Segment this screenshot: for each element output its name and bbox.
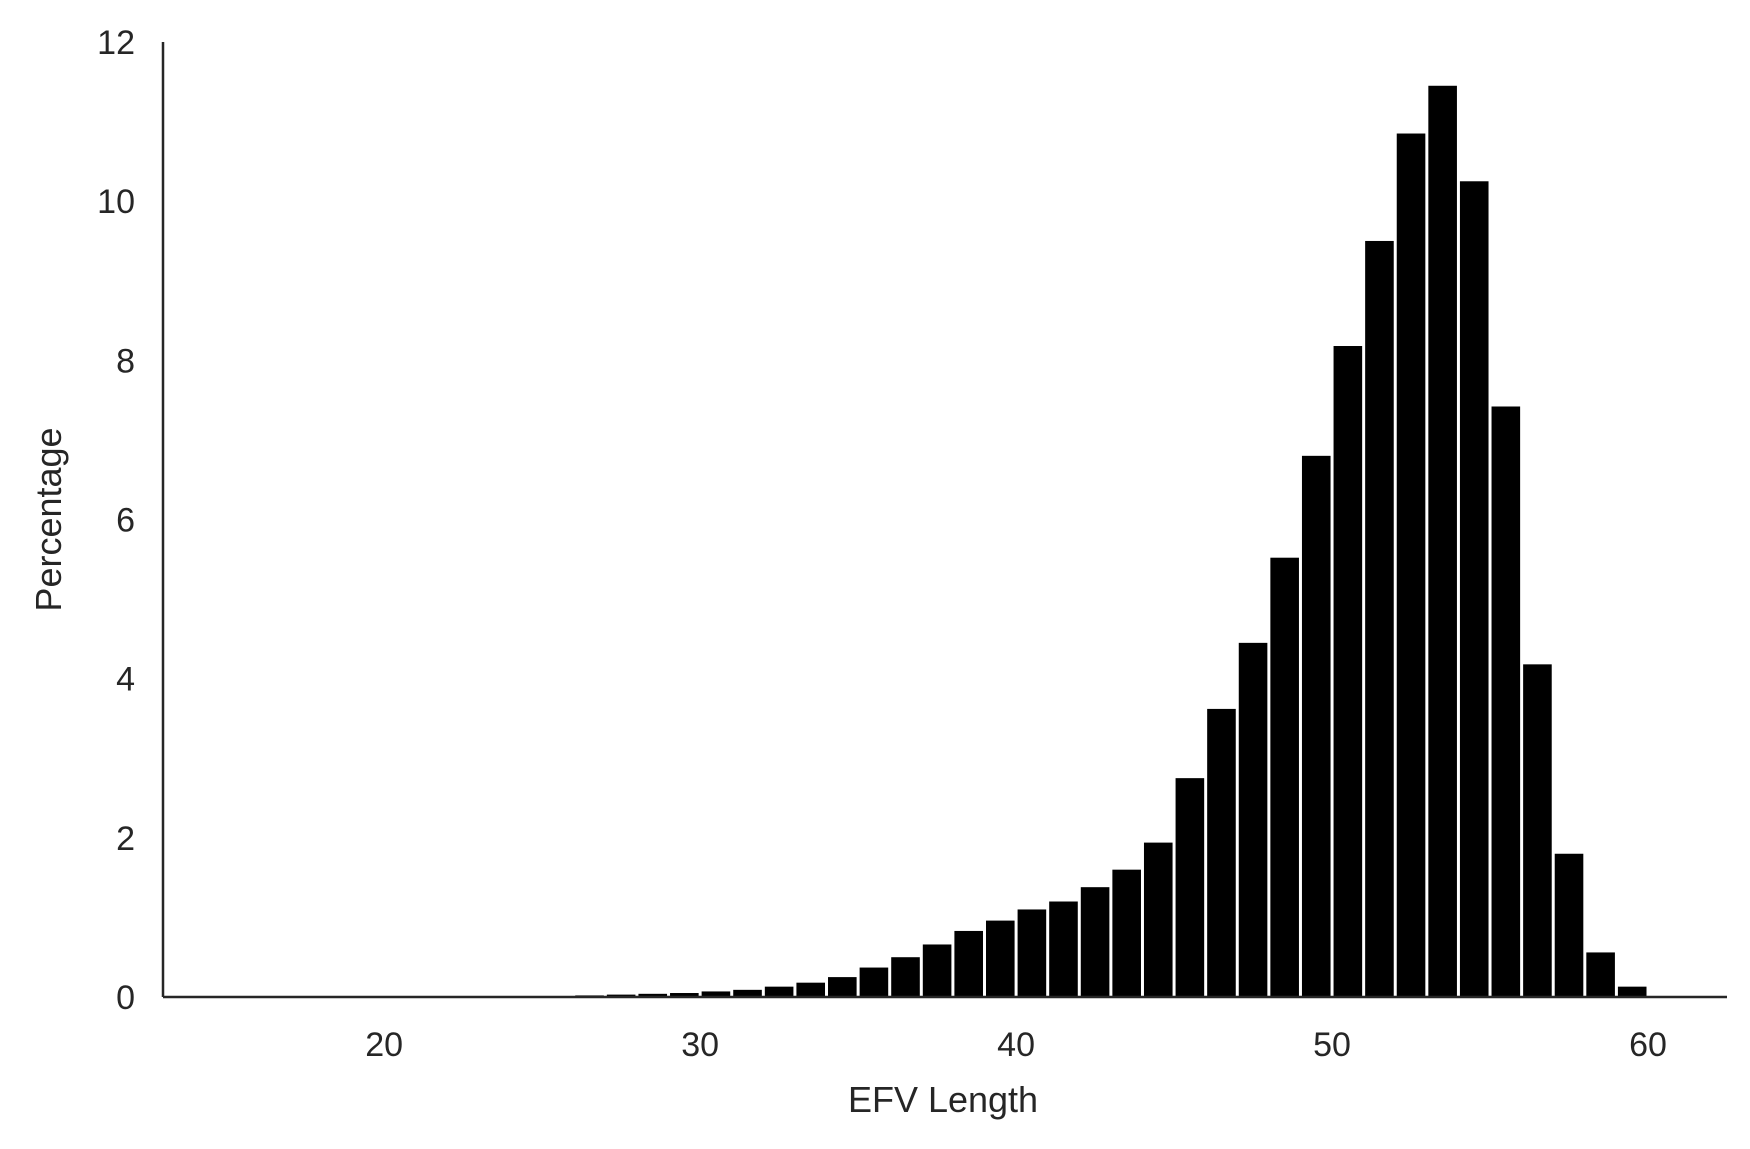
x-axis-ticks: 20 30 40 50 60 bbox=[365, 1026, 1667, 1064]
y-tick-label: 6 bbox=[116, 502, 135, 540]
histogram-bar bbox=[701, 991, 731, 997]
histogram-bar bbox=[1459, 181, 1489, 998]
histogram-bar bbox=[1143, 842, 1173, 997]
x-axis-label: EFV Length bbox=[848, 1079, 1038, 1120]
histogram-bar bbox=[1080, 887, 1110, 997]
histogram-bar bbox=[1523, 664, 1552, 997]
histogram-bar bbox=[1207, 708, 1236, 997]
x-tick-label: 50 bbox=[1313, 1026, 1351, 1064]
y-axis-ticks: 0 2 4 6 8 10 12 bbox=[97, 24, 135, 1017]
y-tick-label: 4 bbox=[116, 661, 135, 699]
histogram-bar bbox=[1017, 909, 1047, 997]
histogram-bar bbox=[1396, 133, 1426, 998]
histogram-bar bbox=[891, 957, 920, 997]
histogram-bar bbox=[1586, 952, 1615, 997]
histogram-bar bbox=[985, 920, 1015, 997]
histogram-bar bbox=[1175, 778, 1205, 997]
x-tick-label: 60 bbox=[1629, 1026, 1667, 1064]
histogram-bar bbox=[859, 967, 889, 997]
x-tick-label: 40 bbox=[997, 1026, 1035, 1064]
x-tick-label: 20 bbox=[365, 1026, 403, 1064]
y-tick-label: 8 bbox=[116, 342, 135, 380]
histogram-bar bbox=[1238, 642, 1268, 997]
histogram-bar bbox=[1428, 85, 1457, 998]
histogram-bar bbox=[1270, 557, 1299, 997]
histogram-bar bbox=[733, 989, 762, 997]
histogram-bar bbox=[1112, 869, 1141, 997]
y-tick-label: 0 bbox=[116, 979, 135, 1017]
y-tick-label: 10 bbox=[97, 183, 135, 221]
y-tick-label: 12 bbox=[97, 24, 135, 62]
histogram-bar bbox=[1301, 455, 1331, 997]
histogram-bar bbox=[796, 982, 826, 997]
bars-group bbox=[543, 85, 1647, 998]
histogram-bar bbox=[1554, 853, 1584, 997]
y-axis-label: Percentage bbox=[28, 427, 69, 611]
histogram-bar bbox=[828, 977, 857, 997]
histogram-bar bbox=[1333, 346, 1363, 998]
x-tick-label: 30 bbox=[681, 1026, 719, 1064]
histogram-bar bbox=[922, 944, 952, 997]
histogram-bar bbox=[638, 993, 668, 997]
histogram-bar bbox=[670, 993, 699, 997]
histogram-bar bbox=[1491, 406, 1521, 997]
histogram-bar bbox=[1617, 986, 1647, 997]
histogram-bar bbox=[1049, 901, 1078, 997]
histogram-bar bbox=[954, 930, 983, 997]
y-tick-label: 2 bbox=[116, 820, 135, 858]
histogram-bar bbox=[764, 986, 794, 997]
histogram-bar bbox=[1365, 240, 1394, 998]
